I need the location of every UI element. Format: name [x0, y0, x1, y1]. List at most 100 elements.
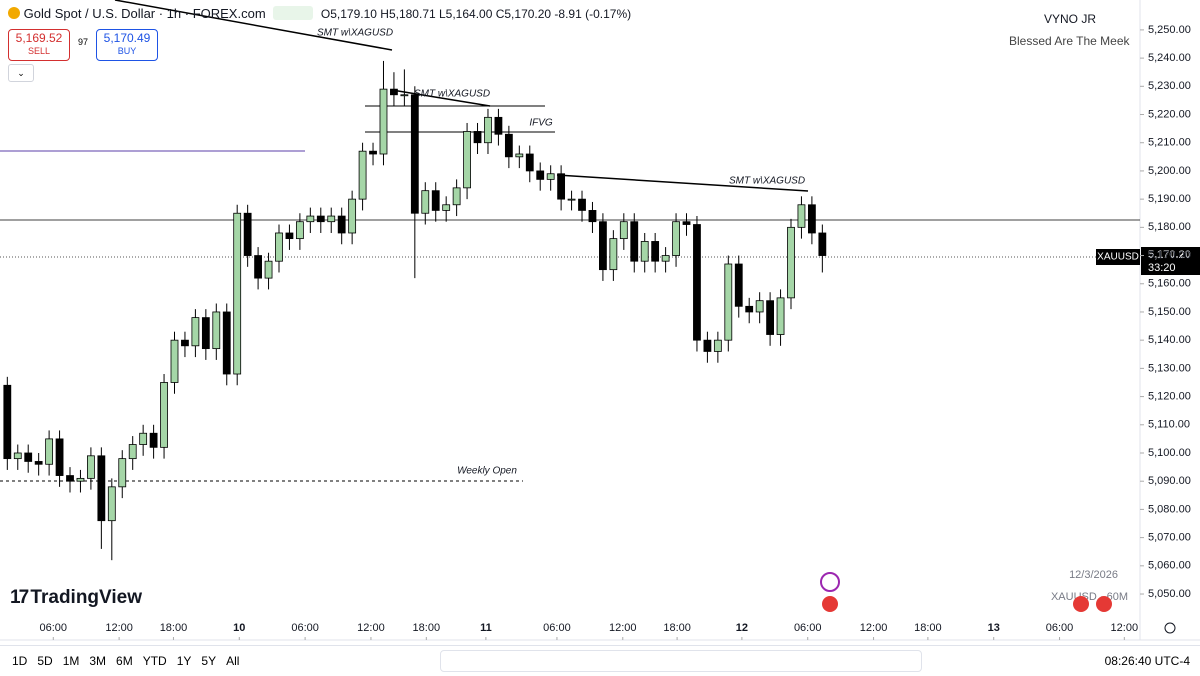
x-tick-label: 12:00: [609, 622, 637, 634]
candle-body: [358, 150, 367, 200]
x-tick-label: 13: [988, 622, 1000, 634]
range-buttons: 1D 5D 1M 3M 6M YTD 1Y 5Y All: [12, 654, 249, 668]
y-tick-label: 5,250.00: [1148, 24, 1191, 36]
candle-body: [181, 339, 189, 347]
range-button[interactable]: 1D: [12, 654, 28, 668]
x-tick-label: 06:00: [794, 622, 822, 634]
y-tick-label: 5,130.00: [1148, 362, 1191, 374]
candle-body: [463, 131, 471, 189]
x-tick-label: 12:00: [860, 622, 888, 634]
y-tick-label: 5,190.00: [1148, 193, 1191, 205]
x-tick-label: 11: [480, 622, 492, 634]
range-button[interactable]: 1M: [62, 654, 80, 668]
candle-body: [724, 263, 733, 341]
tagline: Blessed Are The Meek: [1009, 34, 1130, 48]
candle-body: [107, 486, 116, 522]
price-tag-countdown: 33:20: [1148, 262, 1176, 274]
candle-body: [222, 311, 231, 375]
candle-body: [693, 224, 701, 341]
watermark-date: 12/3/2026: [1069, 569, 1118, 581]
bottom-toolbar: 1D 5D 1M 3M 6M YTD 1Y 5Y All 08:26:40 UTC-4: [0, 645, 1200, 676]
candle-body: [191, 317, 200, 347]
x-tick-label: 06:00: [40, 622, 68, 634]
candle-body: [807, 204, 816, 234]
annotation: IFVG: [529, 118, 553, 129]
candle-body: [295, 221, 304, 240]
candle-body: [55, 438, 64, 476]
candle-body: [275, 232, 283, 262]
candle-body: [640, 241, 649, 262]
candle-body: [139, 432, 148, 445]
y-tick-label: 5,170.00: [1148, 249, 1191, 261]
candle-body: [619, 221, 628, 240]
symbol-tag-text: XAUUSD: [1097, 252, 1139, 263]
buy-button[interactable]: 5,170.49 BUY: [96, 29, 158, 61]
x-tick-label: 06:00: [291, 622, 319, 634]
candle-body: [494, 116, 503, 135]
event-icon[interactable]: [822, 596, 838, 612]
trend-line: [114, 0, 393, 51]
clock: 08:26:40 UTC-4: [1104, 654, 1190, 668]
range-button[interactable]: 5D: [37, 654, 53, 668]
y-tick-label: 5,090.00: [1148, 475, 1191, 487]
candle-body: [745, 305, 754, 313]
range-button[interactable]: 6M: [116, 654, 133, 668]
candle-body: [233, 212, 242, 375]
event-icon[interactable]: [820, 572, 840, 592]
candle-body: [567, 198, 576, 201]
candle-body: [504, 133, 513, 158]
candle-body: [201, 317, 210, 350]
range-button[interactable]: All: [226, 654, 240, 668]
range-button[interactable]: 1Y: [176, 654, 192, 668]
y-tick-label: 5,140.00: [1148, 334, 1191, 346]
x-tick-label: 18:00: [413, 622, 441, 634]
candle-body: [254, 255, 262, 279]
candles: [3, 60, 827, 561]
drawing-tools[interactable]: [440, 650, 922, 672]
candle-body: [651, 241, 660, 262]
candle-body: [515, 153, 524, 158]
candle-body: [400, 94, 409, 97]
buy-price: 5,170.49: [103, 31, 151, 45]
candle-body: [682, 221, 691, 225]
y-tick-label: 5,180.00: [1148, 221, 1191, 233]
candle-body: [316, 215, 325, 223]
range-button[interactable]: 3M: [89, 654, 107, 668]
x-tick-label: 12:00: [105, 622, 133, 634]
author: VYNO JR: [1044, 12, 1097, 26]
x-tick-label: 12: [736, 622, 748, 634]
trend-line: [391, 89, 491, 107]
brand-logo: 17 TradingView: [10, 587, 142, 608]
candle-body: [128, 444, 137, 460]
header: Gold Spot / U.S. Dollar · 1h · FOREX.com…: [8, 6, 631, 21]
candle-body: [160, 382, 168, 448]
candle-body: [776, 297, 785, 335]
x-tick-label: 12:00: [357, 622, 385, 634]
sell-button[interactable]: 5,169.52 SELL: [8, 29, 70, 61]
sell-price: 5,169.52: [15, 31, 63, 45]
candle-body: [609, 238, 618, 271]
candle-body: [766, 300, 775, 335]
candle-body: [672, 221, 680, 256]
candle-body: [599, 221, 607, 271]
ohlc: O5,179.10 H5,180.71 L5,164.00 C5,170.20 …: [320, 7, 632, 21]
trend-line: [556, 174, 809, 192]
annotation: SMT w\XAGUSD: [729, 176, 805, 187]
candle-body: [24, 452, 33, 462]
y-tick-label: 5,110.00: [1148, 419, 1190, 431]
x-tick-label: 12:00: [1111, 622, 1139, 634]
range-button[interactable]: YTD: [142, 654, 167, 668]
event-icon[interactable]: [1096, 596, 1112, 612]
status-badge: [273, 6, 314, 20]
collapse-button[interactable]: ⌄: [8, 64, 34, 82]
annotation: Weekly Open: [457, 466, 517, 477]
candle-body: [66, 475, 74, 482]
candle-body: [379, 88, 388, 155]
event-icon[interactable]: [1073, 596, 1089, 612]
candle-body: [588, 210, 597, 223]
settings-icon[interactable]: [1164, 622, 1176, 634]
y-tick-label: 5,120.00: [1148, 390, 1191, 402]
candle-body: [34, 461, 43, 465]
range-button[interactable]: 5Y: [201, 654, 217, 668]
candle-body: [149, 432, 158, 448]
